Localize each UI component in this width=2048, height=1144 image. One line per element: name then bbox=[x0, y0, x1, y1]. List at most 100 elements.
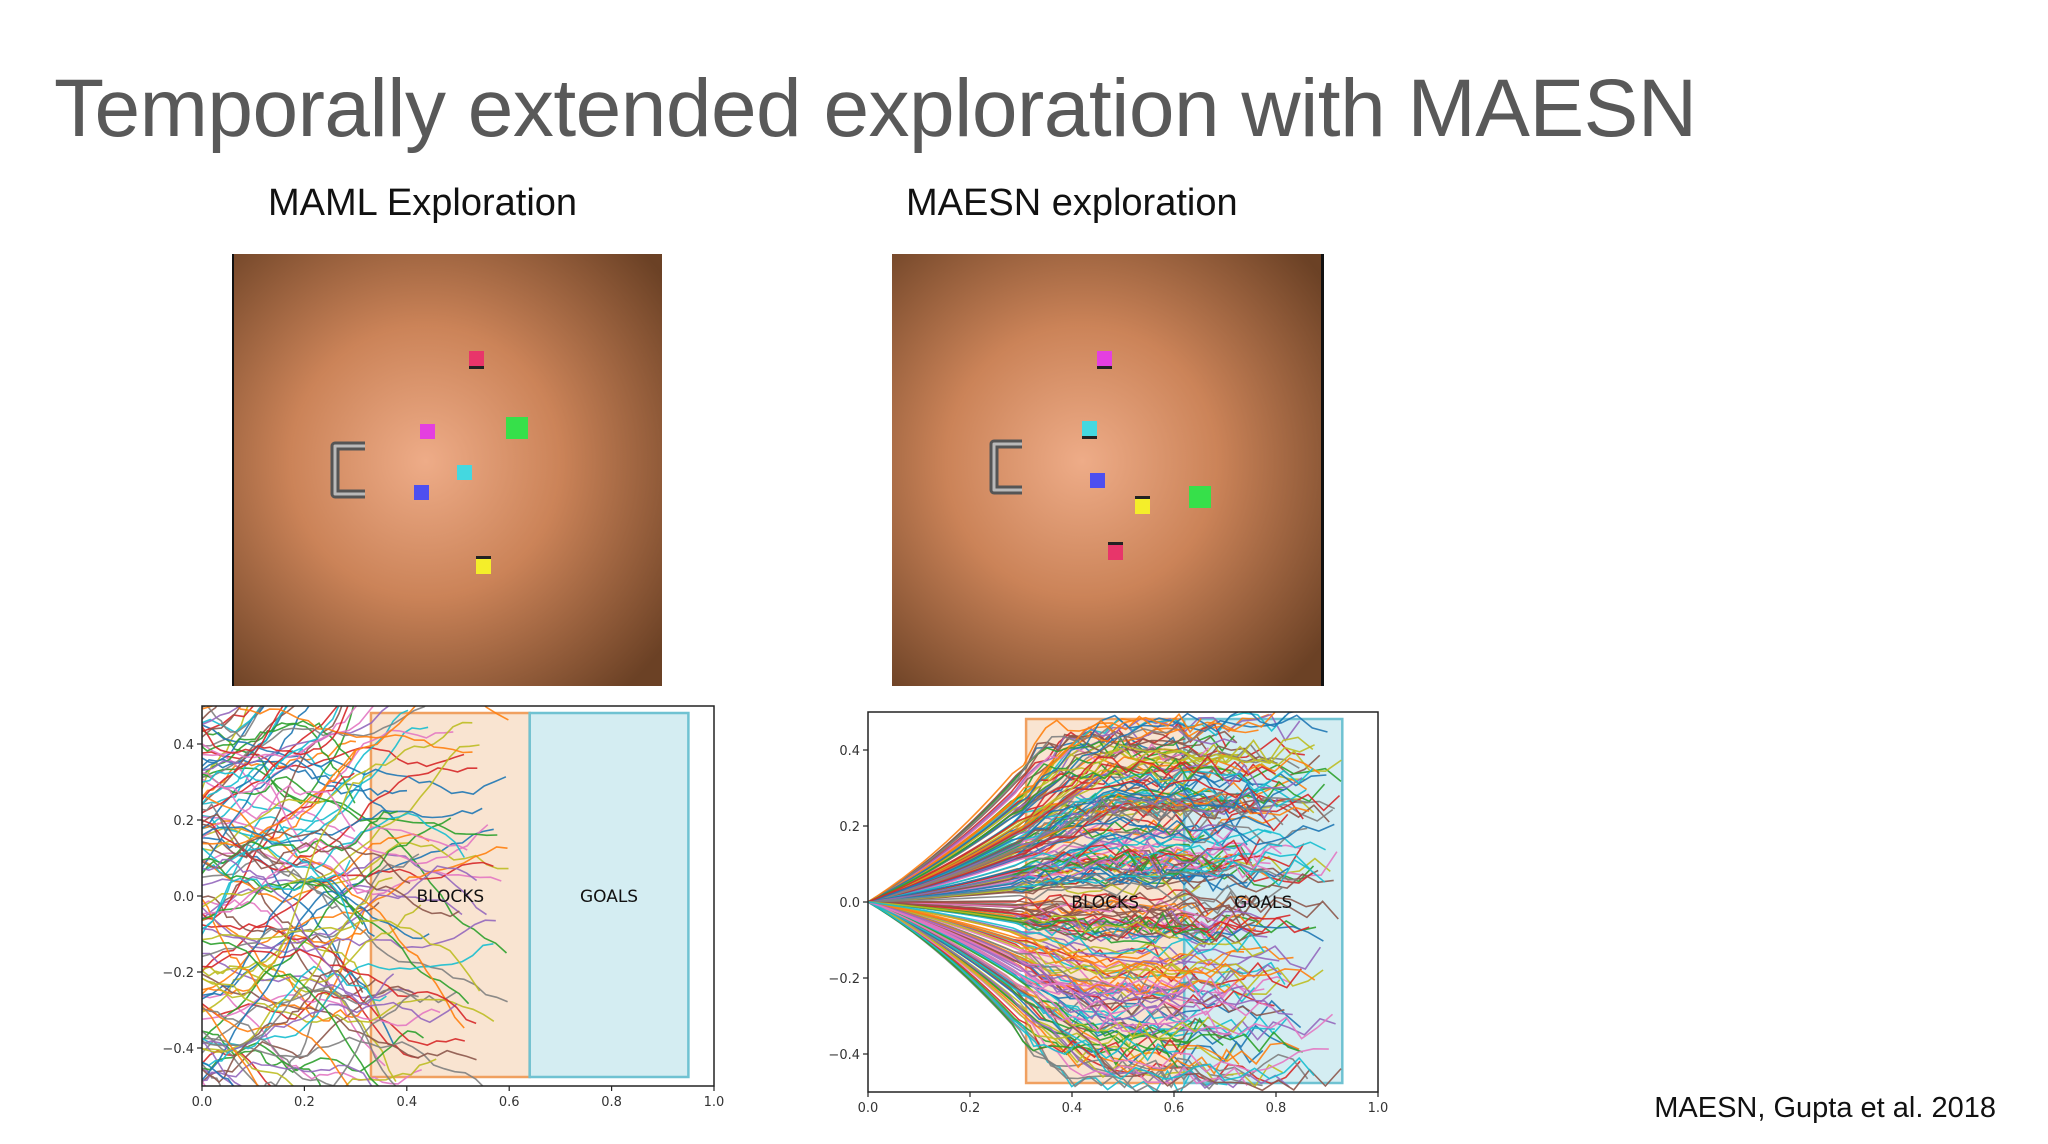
trajectory-line bbox=[202, 993, 419, 1086]
table-surface bbox=[892, 254, 1324, 686]
red-block bbox=[1108, 545, 1123, 560]
trajectory-line bbox=[868, 901, 1266, 963]
trajectory-line bbox=[202, 803, 338, 910]
trajectory-line bbox=[868, 802, 1284, 903]
trajectory-line bbox=[202, 1061, 373, 1086]
trajectory-line bbox=[868, 901, 1249, 981]
green-goal bbox=[506, 417, 528, 439]
x-tick-label: 0.6 bbox=[1164, 1101, 1185, 1116]
x-tick-label: 0.2 bbox=[960, 1101, 981, 1116]
yellow-block bbox=[476, 559, 491, 574]
blue-block bbox=[414, 485, 429, 500]
trajectory-line bbox=[202, 940, 380, 1086]
y-tick-label: 0.2 bbox=[173, 814, 194, 829]
trajectory-line bbox=[202, 853, 420, 958]
trajectory-line bbox=[202, 1030, 260, 1086]
trajectory-line bbox=[868, 901, 1315, 1082]
trajectory-line bbox=[202, 919, 496, 954]
trajectory-line bbox=[868, 782, 1261, 903]
maml-panel-title: MAML Exploration bbox=[268, 182, 578, 224]
trajectory-line bbox=[868, 899, 1251, 924]
blue-block bbox=[1090, 473, 1105, 488]
yellow-block-shadow bbox=[476, 556, 491, 559]
trajectory-line bbox=[202, 827, 509, 887]
region-label: BLOCKS bbox=[416, 887, 484, 907]
gripper-highlight bbox=[992, 442, 1022, 492]
trajectory-line bbox=[202, 706, 509, 847]
trajectory-line bbox=[868, 724, 1214, 903]
trajectory-line bbox=[202, 807, 483, 846]
trajectory-line bbox=[868, 901, 1231, 1035]
cyan-block bbox=[457, 465, 472, 480]
trajectory-line bbox=[202, 904, 422, 984]
gripper-highlight bbox=[333, 444, 365, 496]
trajectory-line bbox=[202, 923, 465, 1046]
red-block-shadow bbox=[1108, 542, 1123, 545]
trajectory-line bbox=[202, 1005, 260, 1086]
trajectory-line bbox=[868, 778, 1263, 903]
trajectory-line bbox=[202, 706, 390, 772]
x-tick-label: 0.2 bbox=[294, 1095, 315, 1110]
trajectory-line bbox=[202, 898, 365, 1022]
trajectory-line bbox=[202, 706, 310, 829]
trajectory-line bbox=[868, 712, 1297, 903]
trajectory-line bbox=[202, 861, 494, 972]
trajectory-line bbox=[202, 876, 393, 1053]
trajectory-line bbox=[202, 706, 340, 783]
trajectory-line bbox=[868, 901, 1274, 1017]
maml-trajectory-plot: BLOCKS GOALS 0.0 0.2 0.4 0.6 0.8 1.0 0.4 0.2 0.0 −0… bbox=[162, 705, 725, 1110]
region-goals bbox=[528, 711, 690, 1079]
magenta-block-shadow bbox=[1097, 366, 1112, 369]
trajectory-line bbox=[202, 772, 498, 837]
trajectory-line bbox=[202, 706, 296, 805]
maesn-panel-title: MAESN exploration bbox=[906, 182, 1238, 224]
x-tick-label: 1.0 bbox=[704, 1095, 725, 1110]
trajectory-line bbox=[202, 898, 386, 1067]
trajectory-line bbox=[868, 744, 1315, 903]
trajectory-line bbox=[868, 901, 1244, 991]
trajectory-line bbox=[202, 767, 508, 954]
x-tick-label: 0.4 bbox=[1062, 1101, 1083, 1116]
trajectory-line bbox=[202, 1061, 235, 1086]
maesn-scene-image bbox=[892, 254, 1324, 686]
trajectory-line bbox=[868, 901, 1179, 1069]
region-label: GOALS bbox=[1234, 893, 1292, 913]
trajectory-line bbox=[868, 867, 1201, 903]
trajectory-line bbox=[202, 706, 255, 733]
x-tick-label: 0.6 bbox=[499, 1095, 520, 1110]
trajectory-line bbox=[202, 1008, 350, 1086]
y-tick-label: −0.2 bbox=[162, 966, 194, 981]
trajectory-line bbox=[202, 828, 460, 918]
y-tick-label: 0.0 bbox=[173, 890, 194, 905]
region-label: GOALS bbox=[580, 887, 638, 907]
trajectory-line bbox=[868, 828, 1272, 903]
trajectory-line bbox=[202, 706, 263, 734]
trajectory-line bbox=[868, 825, 1237, 903]
trajectory-line bbox=[202, 858, 395, 1006]
yellow-block-shadow bbox=[1135, 496, 1150, 499]
magenta-block bbox=[1097, 351, 1112, 366]
scene-border bbox=[1321, 254, 1324, 686]
trajectory-line bbox=[202, 813, 411, 884]
trajectory-line bbox=[202, 706, 349, 756]
trajectory-line bbox=[202, 706, 266, 771]
trajectory-line bbox=[202, 706, 289, 805]
red-block bbox=[469, 351, 484, 366]
y-tick-label: −0.2 bbox=[828, 972, 860, 987]
y-tick-label: 0.0 bbox=[839, 896, 860, 911]
trajectory-line bbox=[202, 706, 263, 738]
y-tick-label: −0.4 bbox=[162, 1042, 194, 1057]
trajectory-line bbox=[868, 848, 1231, 903]
red-block-shadow bbox=[469, 366, 484, 369]
maesn-trajectory-plot: BLOCKS GOALS 0.0 0.2 0.4 0.6 0.8 1.0 0.4 0.2 0.0 −0… bbox=[828, 711, 1389, 1116]
trajectory-line bbox=[868, 881, 1284, 905]
trajectory-line bbox=[868, 712, 1276, 903]
x-tick-label: 1.0 bbox=[1368, 1101, 1389, 1116]
region-blocks bbox=[369, 711, 531, 1079]
trajectory-line bbox=[868, 891, 1322, 914]
trajectory-line bbox=[868, 901, 1316, 981]
trajectory-line bbox=[868, 901, 1188, 996]
trajectory-line bbox=[202, 1048, 437, 1086]
trajectory-line bbox=[202, 740, 356, 798]
trajectory-line bbox=[202, 773, 372, 999]
